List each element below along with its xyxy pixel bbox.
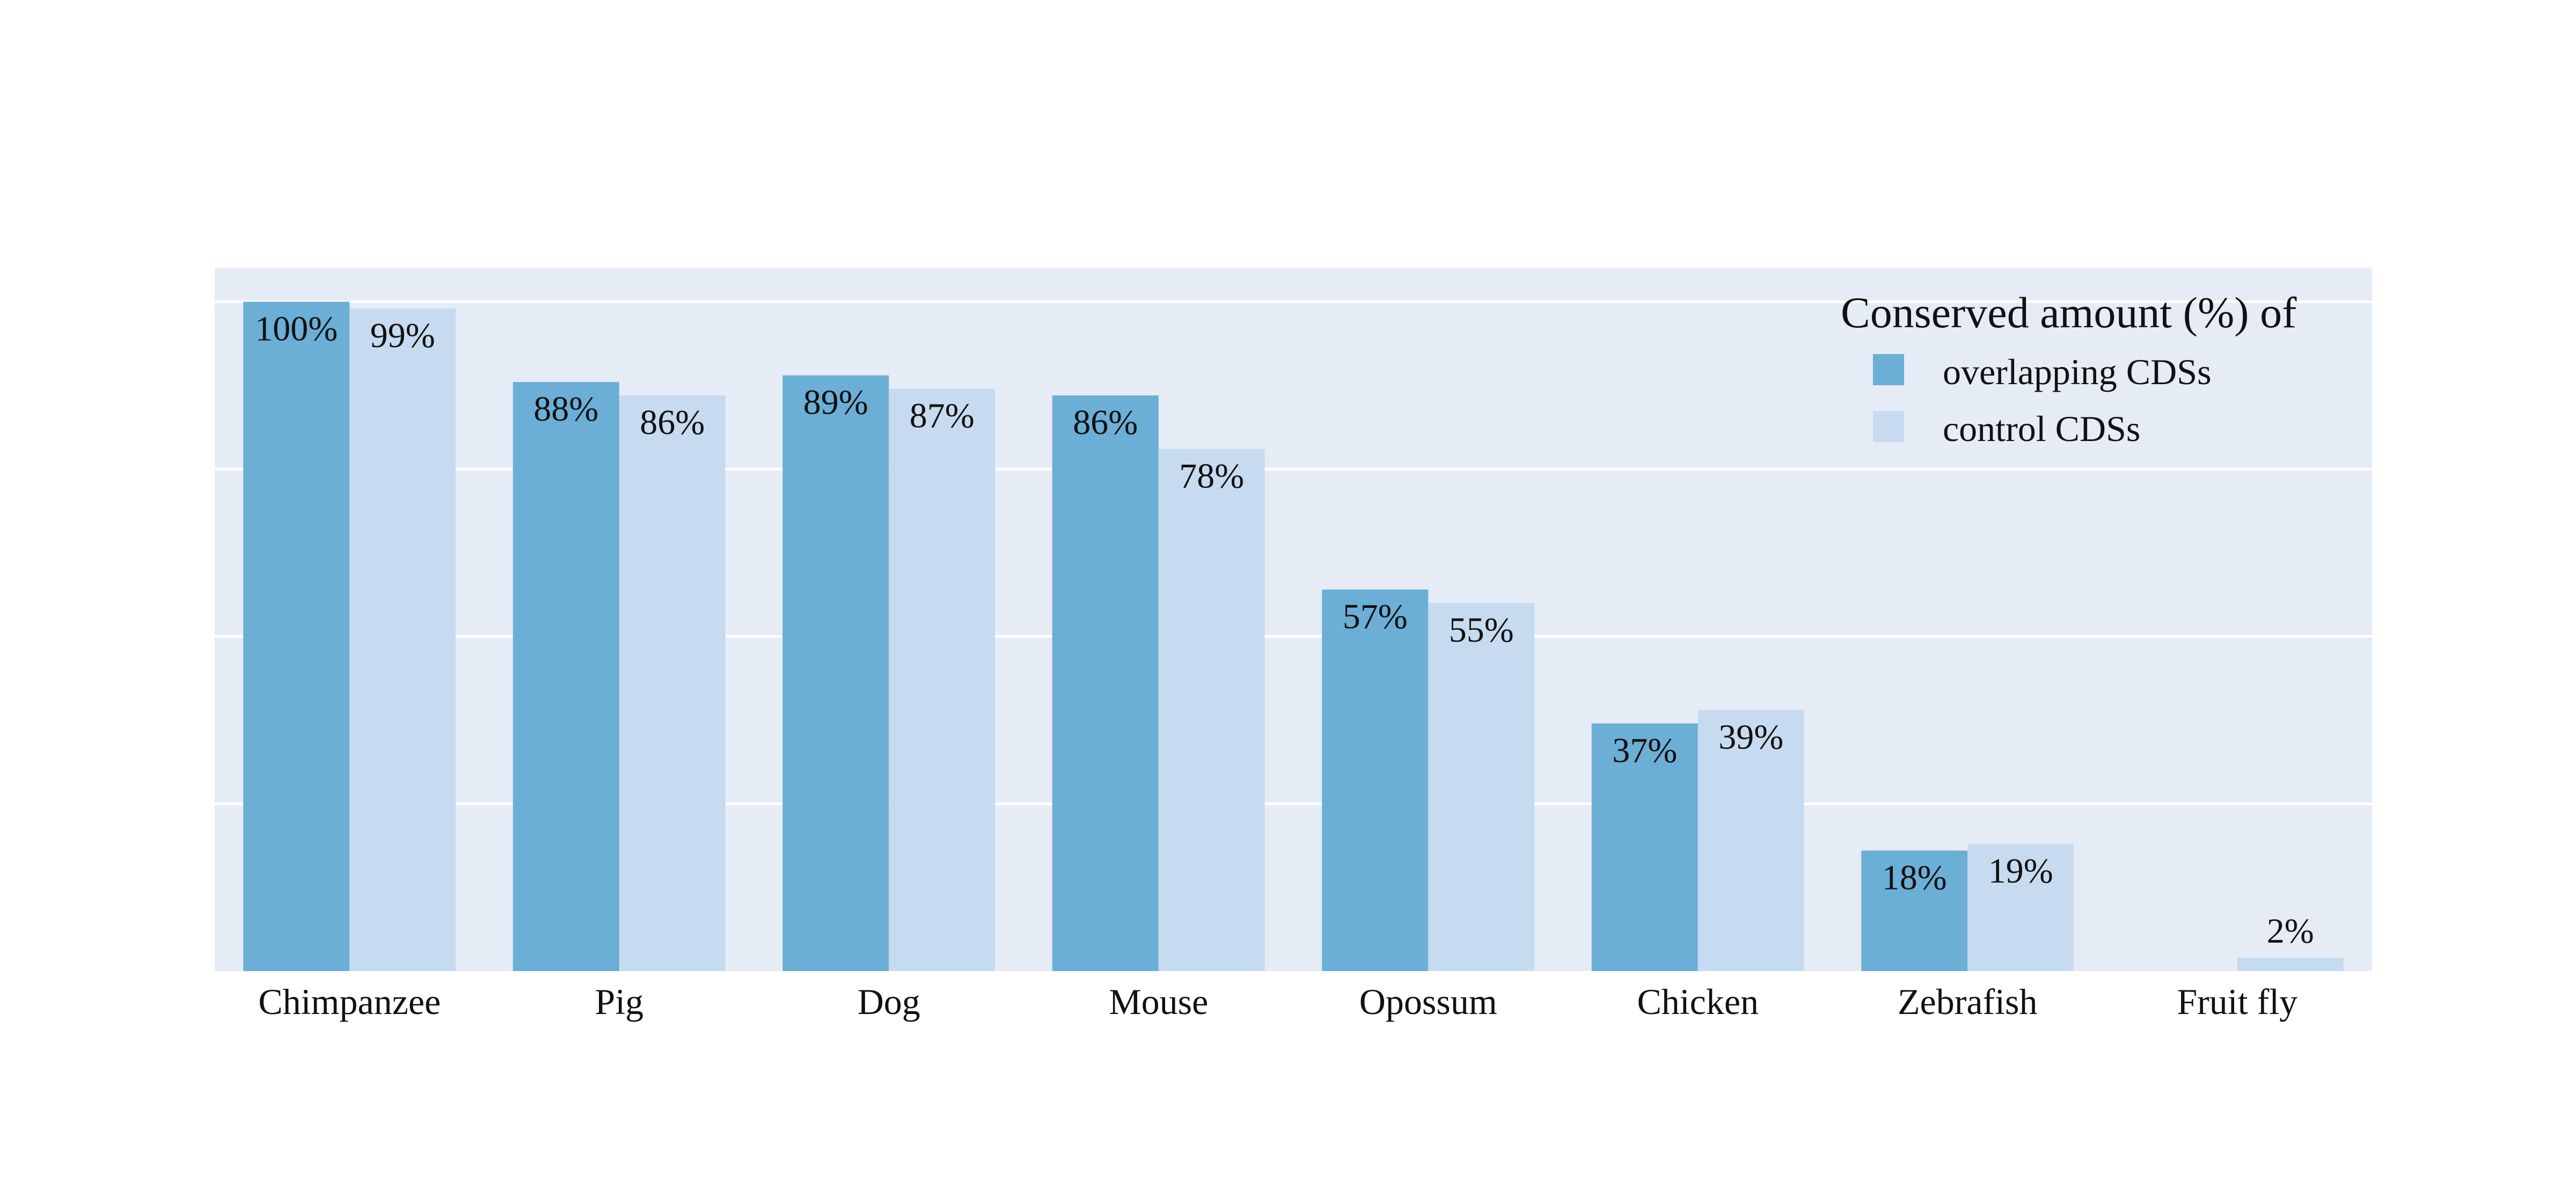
bar-label: 18% <box>1882 858 1947 897</box>
legend-title: Conserved amount (%) of <box>1841 288 2297 337</box>
x-axis-ticks: Chimpanzee Pig Dog Mouse Opossum Chicken Zebra… <box>258 981 2297 1022</box>
bar-label: 57% <box>1343 597 1408 636</box>
bar-control-dog <box>889 388 996 971</box>
bar-label: 55% <box>1449 611 1514 650</box>
bar-control-pig <box>619 395 726 971</box>
x-tick-label: Opossum <box>1359 981 1497 1022</box>
bar-label: 78% <box>1179 457 1244 496</box>
bar-control-chicken <box>1697 710 1804 971</box>
legend-label-overlapping: overlapping CDSs <box>1943 351 2212 392</box>
x-tick-label: Pig <box>595 981 643 1022</box>
x-tick-label: Chimpanzee <box>258 981 441 1022</box>
legend: Conserved amount (%) of overlapping CDSs… <box>1841 288 2297 449</box>
x-tick-label: Fruit fly <box>2177 981 2297 1022</box>
bar-label: 37% <box>1612 731 1677 770</box>
bar-overlapping-pig <box>513 382 619 971</box>
bar-label: 86% <box>1073 403 1138 442</box>
bar-overlapping-zebrafish <box>1861 850 1968 971</box>
x-tick-label: Zebrafish <box>1898 981 2038 1022</box>
bar-overlapping-dog <box>782 375 889 971</box>
bar-control-fruit-fly <box>2237 958 2344 971</box>
x-tick-label: Chicken <box>1637 981 1759 1022</box>
bar-control-chimpanzee <box>349 308 456 971</box>
bars <box>243 302 2344 971</box>
bar-label: 39% <box>1718 717 1783 756</box>
x-tick-label: Dog <box>858 981 920 1022</box>
bar-label: 89% <box>803 383 868 422</box>
bar-label: 87% <box>910 396 975 436</box>
legend-swatch-control <box>1873 411 1904 442</box>
bar-control-mouse <box>1158 449 1265 971</box>
legend-swatch-overlapping <box>1873 354 1904 385</box>
bar-overlapping-opossum <box>1322 589 1429 971</box>
bar-labels: 100% 99% 88% 86% 89% 87% 86% 78% 57% 55% 37% 39% 18%… <box>255 309 2314 951</box>
bar-overlapping-chimpanzee <box>243 302 350 971</box>
bar-overlapping-chicken <box>1591 723 1698 971</box>
bar-control-opossum <box>1428 602 1535 971</box>
bar-label: 88% <box>533 390 598 429</box>
bar-label: 99% <box>370 316 435 355</box>
bar-overlapping-mouse <box>1052 395 1159 971</box>
bar-control-zebrafish <box>1967 843 2074 971</box>
bar-label: 100% <box>255 309 338 348</box>
bar-label: 19% <box>1988 851 2053 891</box>
legend-label-control: control CDSs <box>1943 408 2140 449</box>
x-tick-label: Mouse <box>1109 981 1208 1022</box>
bar-label: 86% <box>640 403 705 442</box>
bar-label: 2% <box>2267 912 2314 951</box>
